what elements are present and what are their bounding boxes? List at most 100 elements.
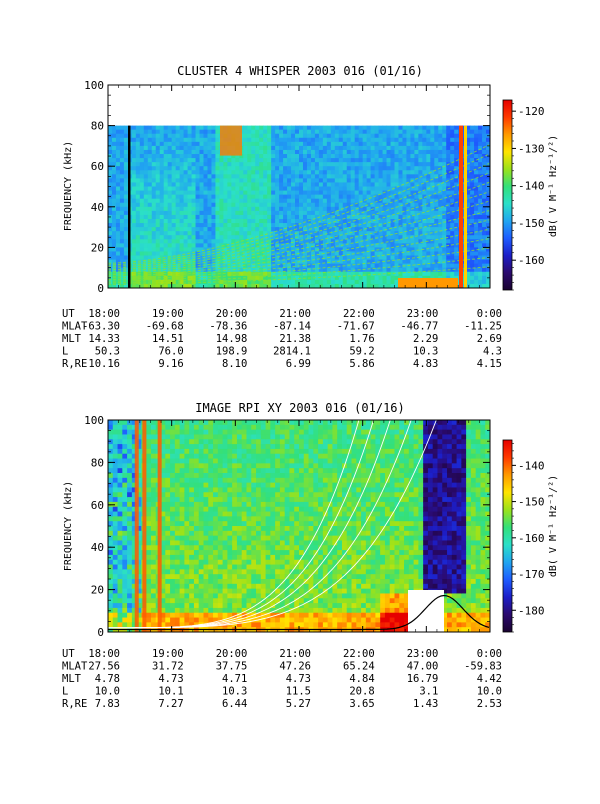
colorbar-scale xyxy=(503,440,512,632)
ephemeris-value: 47.26 xyxy=(279,661,311,673)
ephemeris-value: 19:00 xyxy=(152,308,184,320)
y-tick-label: 100 xyxy=(84,79,104,92)
colorbar-scale xyxy=(503,100,512,290)
ephemeris-value: 23:00 xyxy=(407,648,439,660)
ephemeris-value: 10.0 xyxy=(95,686,120,698)
ephemeris-value: 2.29 xyxy=(413,333,438,345)
ephemeris-value: 14.33 xyxy=(88,333,120,345)
colorbar-tick-label: -150 xyxy=(518,496,545,509)
y-tick-label: 80 xyxy=(91,120,104,133)
ephemeris-value: 21:00 xyxy=(279,648,311,660)
ephemeris-value: 31.72 xyxy=(152,661,184,673)
ephemeris-row-label: L xyxy=(62,686,68,698)
colorbar-tick-label: -130 xyxy=(518,142,545,155)
ephemeris-value: 4.15 xyxy=(477,358,502,370)
colorbar-tick-label: -140 xyxy=(518,459,545,472)
colorbar-tick-label: -160 xyxy=(518,254,545,267)
ephemeris-value: 3.1 xyxy=(419,686,438,698)
ephemeris-value: 16.79 xyxy=(407,673,439,685)
ephemeris-value: 11.5 xyxy=(286,686,311,698)
ephemeris-value: 6.99 xyxy=(286,358,311,370)
ephemeris-value: 4.3 xyxy=(483,346,502,358)
ephemeris-value: 20:00 xyxy=(216,648,248,660)
ephemeris-value: -78.36 xyxy=(209,321,247,333)
ephemeris-value: 10.0 xyxy=(477,686,502,698)
panel-title: IMAGE RPI XY 2003 016 (01/16) xyxy=(195,401,405,415)
colorbar-tick-label: -120 xyxy=(518,105,545,118)
panel-cluster: CLUSTER 4 WHISPER 2003 016 (01/16) 02040… xyxy=(62,64,559,370)
ephemeris-value: 198.9 xyxy=(216,346,248,358)
ephemeris-value: 14.98 xyxy=(216,333,248,345)
ephemeris-value: 22:00 xyxy=(343,648,375,660)
ephemeris-value: 10.16 xyxy=(88,358,120,370)
ephemeris-value: 19:00 xyxy=(152,648,184,660)
ephemeris-value: 10.3 xyxy=(413,346,438,358)
ephemeris-row-label: L xyxy=(62,346,68,358)
ephemeris-row-label: MLT xyxy=(62,333,82,345)
y-axis-label: FREQUENCY (kHz) xyxy=(63,141,74,231)
colorbar-tick-label: -170 xyxy=(518,568,545,581)
colorbar-tick-label: -150 xyxy=(518,217,545,230)
ephemeris-value: 4.42 xyxy=(477,673,502,685)
ephemeris-value: 2814.1 xyxy=(273,346,311,358)
ephemeris-value: 6.44 xyxy=(222,698,247,710)
ephemeris-value: -63.30 xyxy=(82,321,120,333)
ephemeris-value: 2.69 xyxy=(477,333,502,345)
ephemeris-value: 8.10 xyxy=(222,358,247,370)
y-tick-label: 20 xyxy=(91,584,104,597)
ephemeris-value: 4.84 xyxy=(349,673,374,685)
ephemeris-value: 0:00 xyxy=(477,308,502,320)
ephemeris-value: -69.68 xyxy=(146,321,184,333)
ephemeris-value: 1.43 xyxy=(413,698,438,710)
ephemeris-value: 14.51 xyxy=(152,333,184,345)
colorbar-tick-label: -180 xyxy=(518,604,545,617)
ephemeris-value: 4.73 xyxy=(158,673,183,685)
colorbar-tick-label: -140 xyxy=(518,180,545,193)
y-axis-label: FREQUENCY (kHz) xyxy=(63,481,74,571)
ephemeris-row-label: R,RE xyxy=(62,698,87,710)
colorbar-label: dB( V M⁻¹ Hz⁻¹/²) xyxy=(548,135,559,237)
ephemeris-value: -11.25 xyxy=(464,321,502,333)
ephemeris-value: 50.3 xyxy=(95,346,120,358)
ephemeris-value: -71.67 xyxy=(337,321,375,333)
ephemeris-value: 20.8 xyxy=(349,686,374,698)
ephemeris-value: 10.1 xyxy=(158,686,183,698)
ephemeris-value: 7.27 xyxy=(158,698,183,710)
ephemeris-value: 5.86 xyxy=(349,358,374,370)
ephemeris-value: 20:00 xyxy=(216,308,248,320)
colorbar: -140-150-160-170-180 xyxy=(503,440,545,632)
ephemeris-value: -87.14 xyxy=(273,321,311,333)
ephemeris-row-label: UT xyxy=(62,308,75,320)
spectrogram xyxy=(108,416,491,633)
y-tick-label: 20 xyxy=(91,241,104,254)
ephemeris-value: 65.24 xyxy=(343,661,375,673)
ephemeris-value: 21.38 xyxy=(279,333,311,345)
y-tick-label: 0 xyxy=(97,282,104,295)
panel-title: CLUSTER 4 WHISPER 2003 016 (01/16) xyxy=(177,64,423,78)
ephemeris-value: -46.77 xyxy=(400,321,438,333)
ephemeris-value: 4.71 xyxy=(222,673,247,685)
ephemeris-value: 2.53 xyxy=(477,698,502,710)
ephemeris-value: 27.56 xyxy=(88,661,120,673)
ephemeris-value: 21:00 xyxy=(279,308,311,320)
ephemeris-value: 9.16 xyxy=(158,358,183,370)
ephemeris-value: 18:00 xyxy=(88,308,120,320)
ephemeris-row-label: MLAT xyxy=(62,661,88,673)
ephemeris-value: 0:00 xyxy=(477,648,502,660)
y-tick-label: 40 xyxy=(91,541,104,554)
y-tick-label: 60 xyxy=(91,160,104,173)
ephemeris-value: -59.83 xyxy=(464,661,502,673)
ephemeris-value: 47.00 xyxy=(407,661,439,673)
ephemeris-value: 10.3 xyxy=(222,686,247,698)
y-tick-label: 80 xyxy=(91,456,104,469)
ephemeris-value: 4.78 xyxy=(95,673,120,685)
ephemeris-row-label: MLT xyxy=(62,673,82,685)
ephemeris-row-label: R,RE xyxy=(62,358,87,370)
ephemeris-value: 7.83 xyxy=(95,698,120,710)
y-tick-label: 60 xyxy=(91,499,104,512)
ephemeris-value: 23:00 xyxy=(407,308,439,320)
ephemeris-value: 4.83 xyxy=(413,358,438,370)
